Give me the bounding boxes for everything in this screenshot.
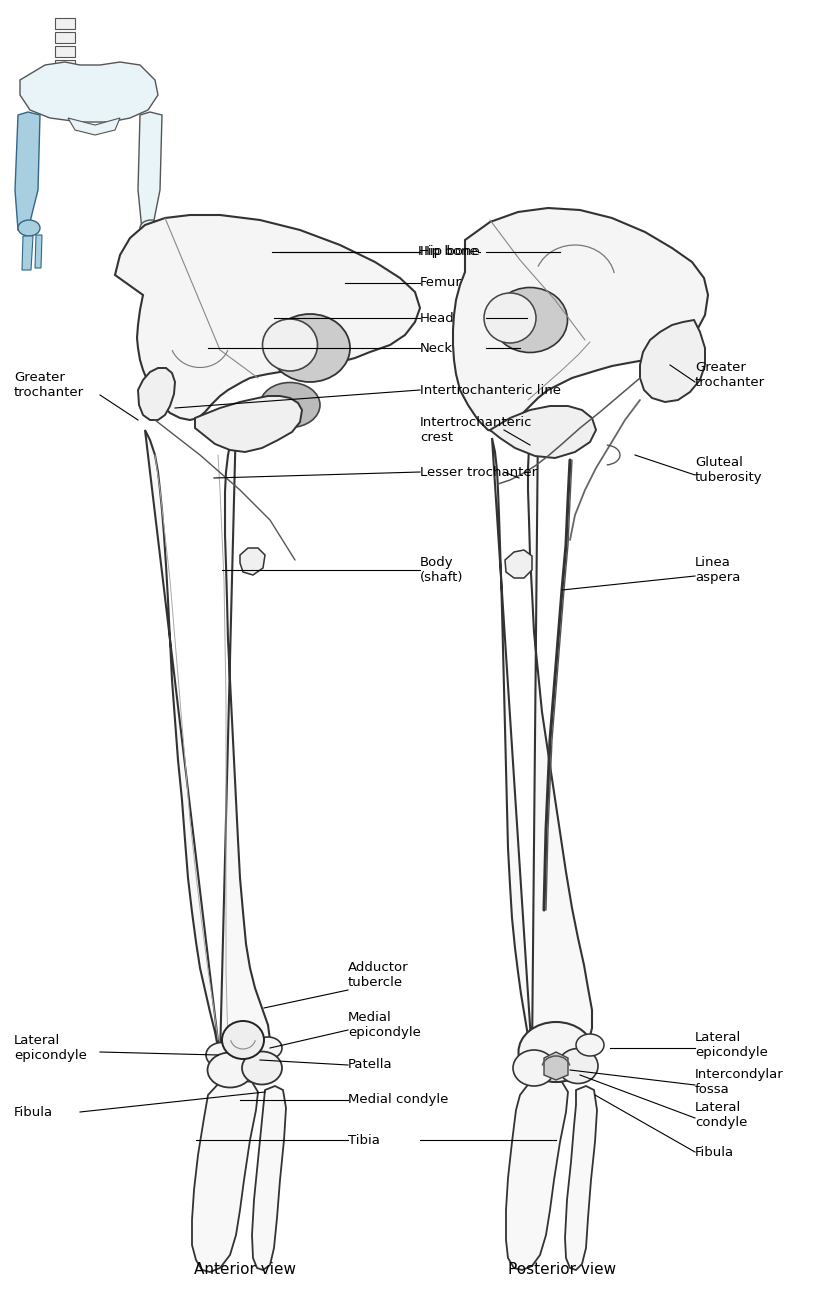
Ellipse shape bbox=[242, 1052, 282, 1084]
Text: Lateral
epicondyle: Lateral epicondyle bbox=[14, 1034, 87, 1062]
Text: Medial condyle: Medial condyle bbox=[348, 1093, 448, 1106]
Polygon shape bbox=[138, 367, 175, 420]
Ellipse shape bbox=[254, 1036, 282, 1060]
Polygon shape bbox=[35, 235, 42, 268]
Polygon shape bbox=[55, 46, 75, 57]
Text: Intercondylar
fossa: Intercondylar fossa bbox=[695, 1069, 784, 1096]
Text: Lateral
condyle: Lateral condyle bbox=[695, 1101, 747, 1129]
Polygon shape bbox=[492, 422, 592, 1062]
Polygon shape bbox=[640, 320, 705, 402]
Text: Fibula: Fibula bbox=[695, 1146, 734, 1159]
Ellipse shape bbox=[263, 318, 317, 371]
Text: Gluteal
tuberosity: Gluteal tuberosity bbox=[695, 456, 763, 483]
Polygon shape bbox=[544, 1052, 568, 1080]
Text: Head: Head bbox=[420, 312, 455, 325]
Polygon shape bbox=[565, 1087, 597, 1270]
Text: Hip bone: Hip bone bbox=[418, 245, 478, 259]
Text: Patella: Patella bbox=[348, 1058, 392, 1071]
Polygon shape bbox=[192, 1080, 258, 1272]
Polygon shape bbox=[145, 420, 270, 1060]
Polygon shape bbox=[55, 18, 75, 28]
Polygon shape bbox=[138, 112, 162, 229]
Polygon shape bbox=[20, 62, 158, 122]
Polygon shape bbox=[252, 1087, 286, 1270]
Text: Greater
trochanter: Greater trochanter bbox=[14, 371, 84, 400]
Polygon shape bbox=[55, 61, 75, 71]
Ellipse shape bbox=[206, 1043, 238, 1067]
Polygon shape bbox=[15, 112, 40, 229]
Ellipse shape bbox=[513, 1051, 555, 1087]
Ellipse shape bbox=[260, 383, 320, 428]
Ellipse shape bbox=[18, 220, 40, 236]
Ellipse shape bbox=[576, 1034, 604, 1056]
Ellipse shape bbox=[484, 293, 536, 343]
Text: Body
(shaft): Body (shaft) bbox=[420, 556, 463, 584]
Text: Fibula: Fibula bbox=[14, 1106, 53, 1119]
Text: Posterior view: Posterior view bbox=[508, 1262, 616, 1277]
Ellipse shape bbox=[208, 1053, 252, 1088]
Polygon shape bbox=[453, 208, 708, 432]
Polygon shape bbox=[506, 1080, 568, 1270]
Text: Neck: Neck bbox=[420, 342, 453, 354]
Text: Hip bone: Hip bone bbox=[420, 245, 480, 259]
Ellipse shape bbox=[518, 1022, 593, 1081]
Text: Femur: Femur bbox=[420, 277, 462, 290]
Polygon shape bbox=[115, 215, 420, 420]
Polygon shape bbox=[195, 396, 302, 452]
Polygon shape bbox=[144, 236, 155, 269]
Polygon shape bbox=[157, 235, 164, 268]
Polygon shape bbox=[55, 32, 75, 43]
Ellipse shape bbox=[270, 315, 350, 382]
Polygon shape bbox=[505, 550, 532, 577]
Text: Linea
aspera: Linea aspera bbox=[695, 556, 741, 584]
Text: Lesser trochanter: Lesser trochanter bbox=[420, 465, 537, 478]
Polygon shape bbox=[240, 548, 265, 575]
Text: Greater
trochanter: Greater trochanter bbox=[695, 361, 765, 389]
Text: Anterior view: Anterior view bbox=[194, 1262, 296, 1277]
Text: Lateral
epicondyle: Lateral epicondyle bbox=[695, 1031, 768, 1060]
Polygon shape bbox=[490, 406, 596, 458]
Text: Adductor
tubercle: Adductor tubercle bbox=[348, 962, 409, 989]
Text: Medial
epicondyle: Medial epicondyle bbox=[348, 1011, 421, 1039]
Text: Tibia: Tibia bbox=[348, 1133, 380, 1146]
Polygon shape bbox=[22, 236, 33, 269]
Polygon shape bbox=[68, 119, 120, 135]
Polygon shape bbox=[55, 73, 75, 85]
Ellipse shape bbox=[493, 287, 568, 352]
Text: Intertrochanteric
crest: Intertrochanteric crest bbox=[420, 416, 532, 443]
Ellipse shape bbox=[558, 1048, 598, 1084]
Text: Intertrochanteric line: Intertrochanteric line bbox=[420, 384, 561, 397]
Ellipse shape bbox=[222, 1021, 264, 1060]
Ellipse shape bbox=[140, 220, 162, 236]
